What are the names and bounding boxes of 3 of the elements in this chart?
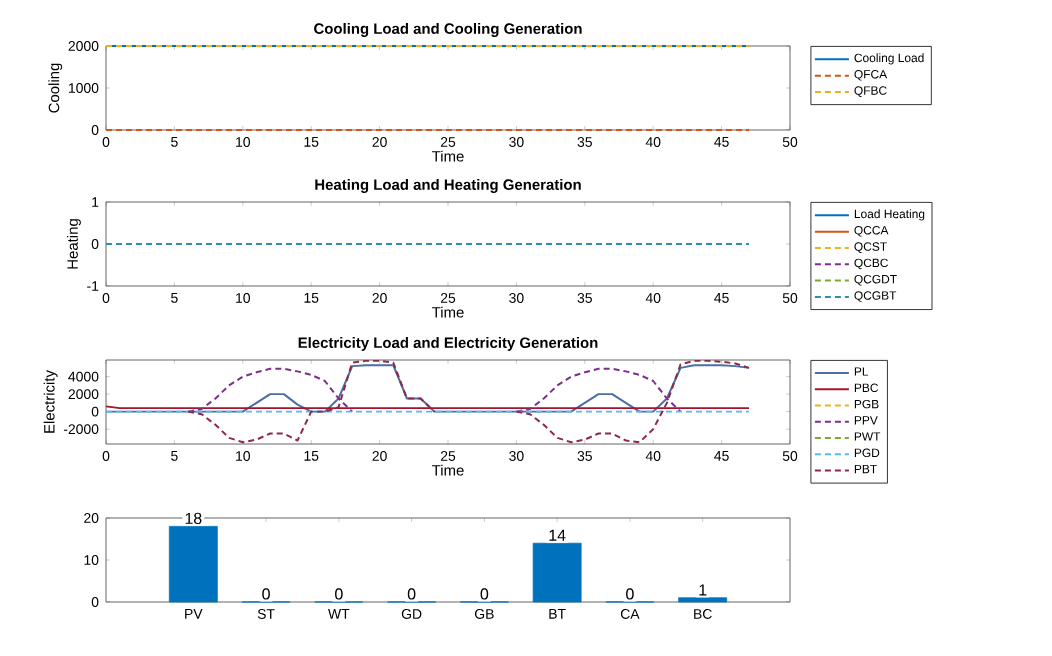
bar — [678, 597, 728, 603]
bar — [168, 526, 218, 603]
bar — [532, 542, 582, 603]
